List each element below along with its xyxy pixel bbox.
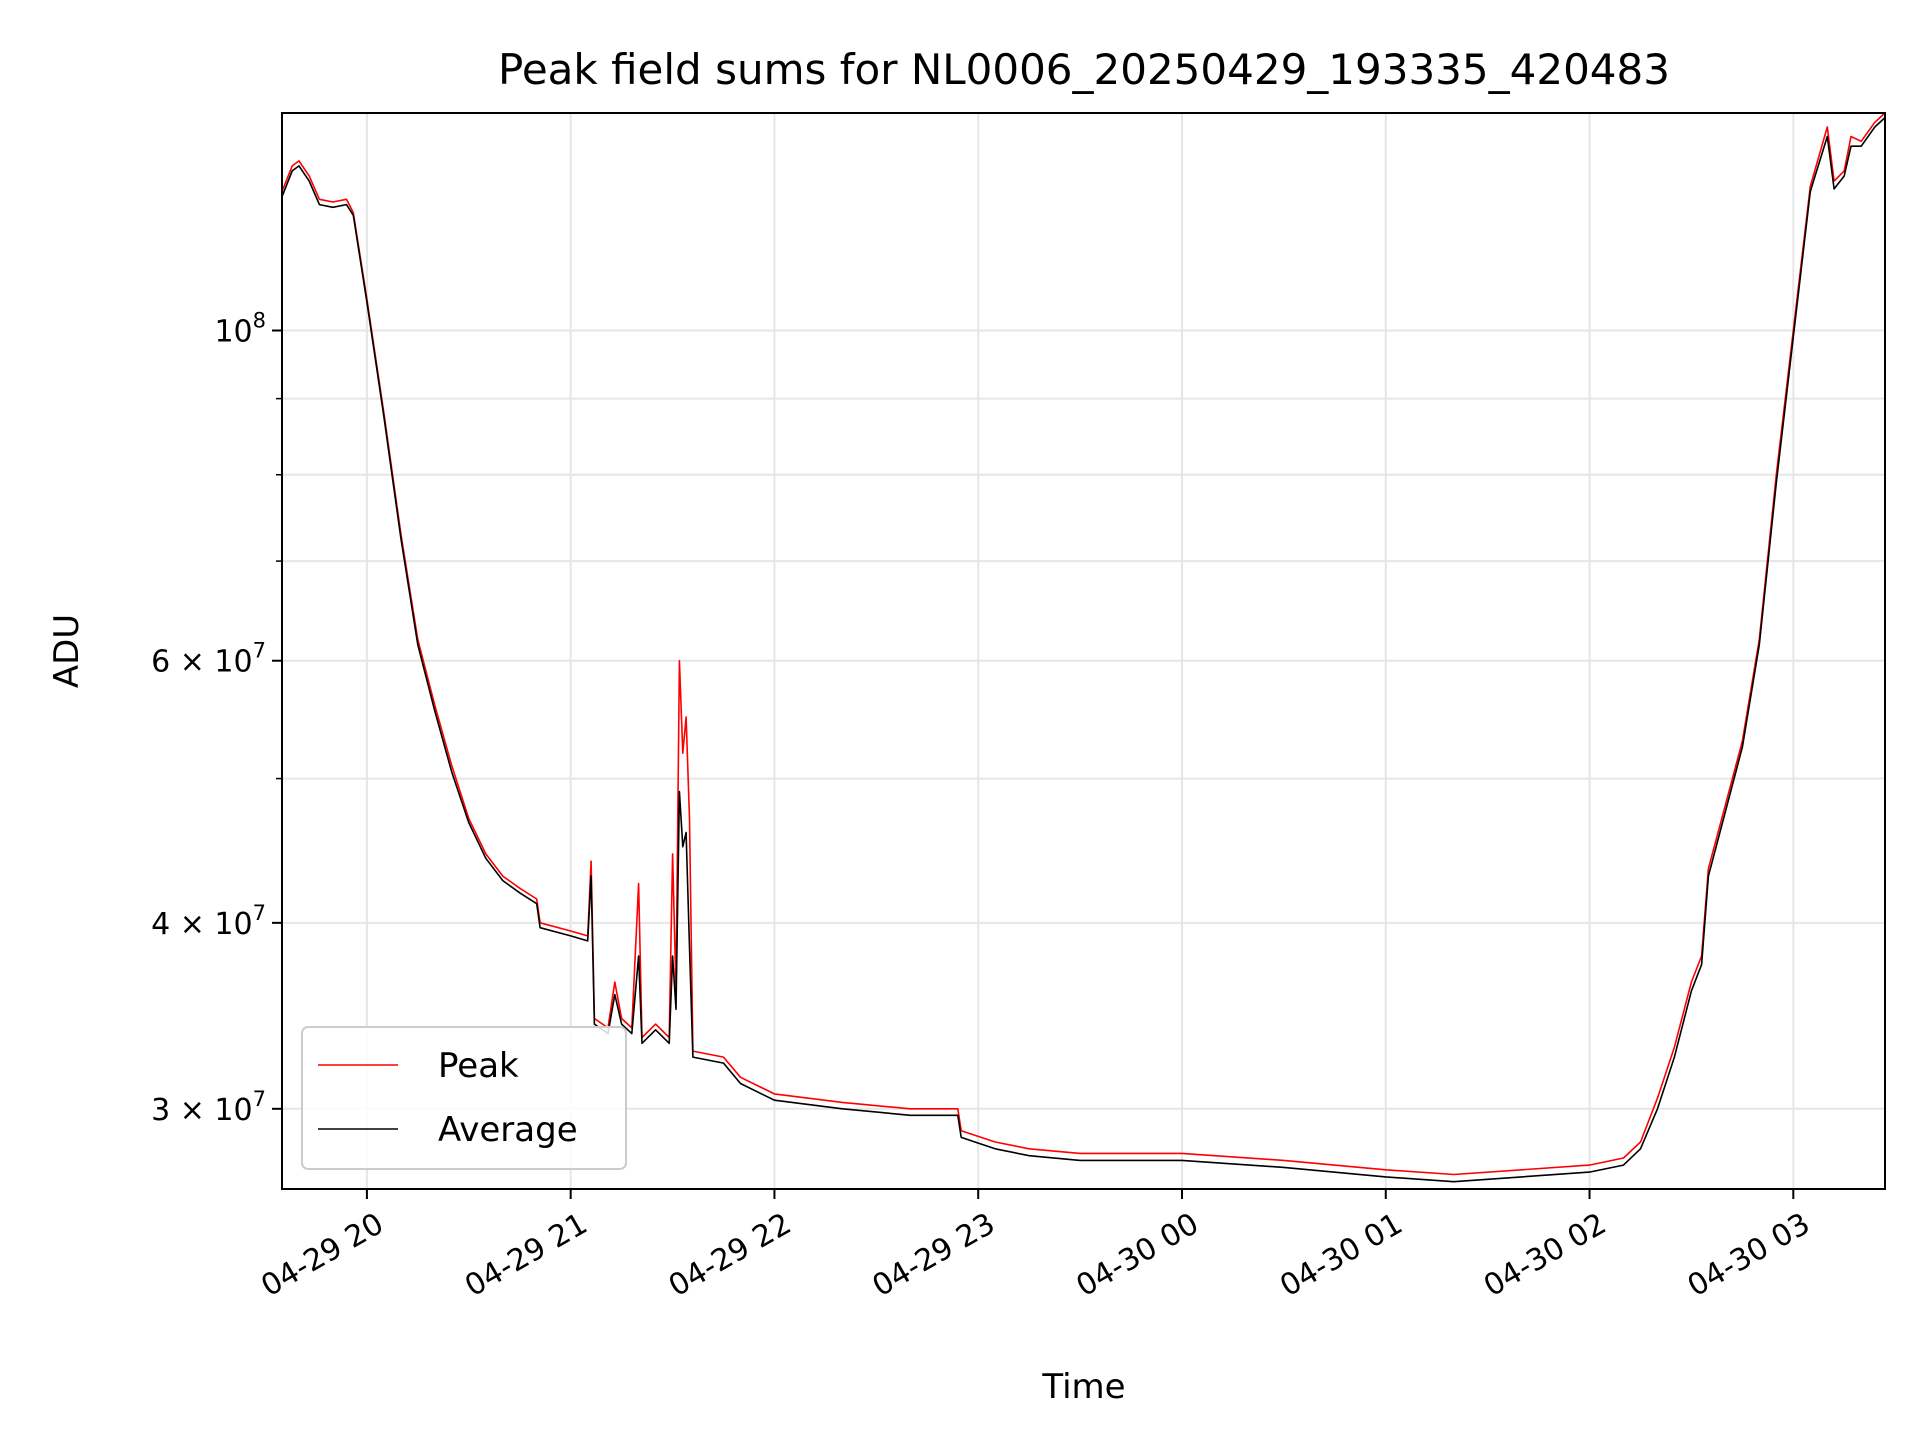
legend: Peak Average [301, 1026, 627, 1170]
chart-title: Peak field sums for NL0006_20250429_1933… [498, 45, 1670, 94]
legend-label-average: Average [438, 1110, 578, 1150]
y-tick-label: 6 × 107 [151, 639, 266, 680]
series-line-average [282, 117, 1885, 1183]
y-tick-label: 4 × 107 [151, 901, 266, 942]
y-tick-label: 108 [214, 309, 266, 350]
legend-box [301, 1026, 627, 1170]
legend-label-peak: Peak [438, 1046, 519, 1086]
x-axis-label: Time [1041, 1367, 1125, 1407]
y-axis-label: ADU [47, 614, 87, 688]
plot-frame [281, 112, 1886, 1190]
series-layer [282, 113, 1885, 1183]
series-line-peak [282, 113, 1885, 1176]
y-tick-label: 3 × 107 [151, 1087, 266, 1128]
y-axis: 3 × 107 4 × 107 6 × 107 108 [151, 309, 282, 1128]
